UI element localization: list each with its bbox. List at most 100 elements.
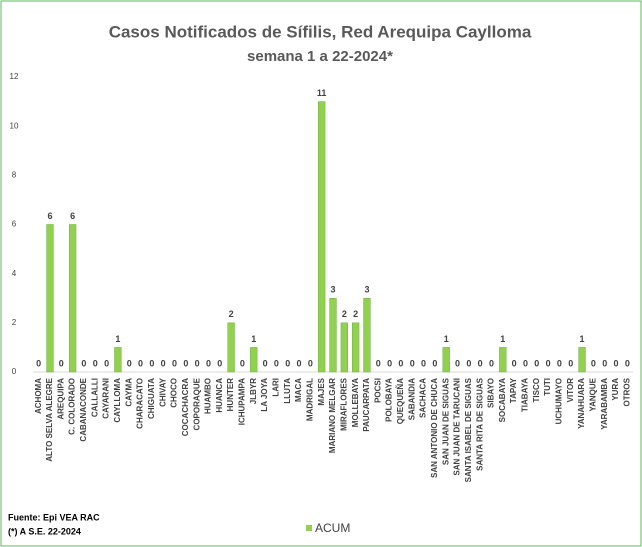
legend-label: ACUM [315, 521, 350, 535]
x-tick-label: SANTA RITA DE SIGUAS [475, 377, 484, 471]
x-tick-label: OTROS [622, 377, 631, 406]
value-label: 1 [444, 334, 449, 344]
bar [318, 101, 326, 373]
bar [499, 347, 507, 373]
value-label: 0 [410, 358, 415, 368]
x-tick-label: CABANACONDE [79, 377, 88, 441]
x-tick-label: CHARACATO [136, 378, 145, 429]
x-tick-label: TAPAY [509, 377, 518, 403]
value-label: 0 [512, 358, 517, 368]
x-tick-label: C. COLORADO [68, 378, 77, 435]
value-label: 0 [195, 358, 200, 368]
x-tick-label: YARABAMBA [600, 378, 609, 430]
value-label: 1 [115, 334, 120, 344]
chart-subtitle: semana 1 a 22-2024* [247, 48, 393, 65]
y-tick-label: 12 [10, 72, 19, 81]
value-label: 0 [285, 358, 290, 368]
x-tick-label: TIABAYA [521, 378, 530, 412]
value-label: 0 [104, 358, 109, 368]
x-tick-label: SAN JUAN DE SIGUAS [441, 377, 450, 465]
x-tick-label: QUEQUEÑA [396, 378, 405, 424]
x-tick-label: SANTA ISABEL DE SIGUAS [464, 377, 473, 482]
bar [363, 298, 371, 373]
value-label: 0 [93, 358, 98, 368]
x-tick-label: JLBYR [249, 378, 258, 404]
value-label: 0 [398, 358, 403, 368]
x-tick-label: SIBAYO [487, 378, 496, 408]
y-tick-label: 6 [12, 220, 17, 229]
bar [340, 322, 348, 373]
value-label: 0 [534, 358, 539, 368]
bar [114, 347, 122, 373]
value-label: 1 [251, 334, 256, 344]
value-label: 0 [602, 358, 607, 368]
value-label: 0 [625, 358, 630, 368]
value-label: 6 [70, 211, 75, 221]
y-tick-label: 8 [12, 170, 17, 179]
value-label: 0 [387, 358, 392, 368]
x-tick-label: AREQUIPA [56, 378, 65, 420]
x-tick-label: MAJES [317, 377, 326, 405]
value-label: 0 [81, 358, 86, 368]
x-tick-label: SAN ANTONIO DE CHUCA [430, 378, 439, 478]
value-label: 0 [432, 358, 437, 368]
bar [46, 224, 54, 373]
bar [578, 347, 586, 373]
value-label: 2 [353, 309, 358, 319]
x-tick-label: LARI [272, 378, 281, 397]
x-tick-label: YANAHUARA [577, 378, 586, 429]
chart-title: Casos Notificados de Sífilis, Red Arequi… [109, 22, 532, 41]
bar [329, 298, 337, 373]
x-tick-label: PAUCARPATA [362, 378, 371, 432]
value-label: 0 [36, 358, 41, 368]
value-label: 0 [274, 358, 279, 368]
y-tick-label: 0 [12, 367, 17, 376]
x-tick-label: CHOCO [170, 378, 179, 408]
x-tick-label: MACA [294, 378, 303, 402]
x-tick-label: SACHACA [419, 378, 428, 418]
value-label: 0 [568, 358, 573, 368]
y-tick-label: 4 [12, 269, 17, 278]
value-label: 0 [217, 358, 222, 368]
value-label: 6 [47, 211, 52, 221]
bar [442, 347, 450, 373]
value-label: 0 [478, 358, 483, 368]
x-tick-label: COCACHACRA [181, 378, 190, 436]
x-tick-label: COPORAQUE [192, 377, 201, 430]
x-tick-label: CAYMA [124, 378, 133, 407]
bar [68, 224, 77, 373]
value-label: 0 [523, 358, 528, 368]
x-tick-label: POCSI [373, 378, 382, 403]
y-tick-label: 2 [12, 318, 17, 327]
x-tick-label: CALLALLI [90, 378, 99, 417]
value-label: 0 [161, 358, 166, 368]
value-label: 0 [614, 358, 619, 368]
x-tick-label: SOCABAYA [498, 378, 507, 423]
x-tick-label: VITOR [566, 378, 575, 403]
value-label: 0 [149, 358, 154, 368]
x-tick-label: CAYLLOMA [113, 378, 122, 423]
x-tick-label: MIRAFLORES [339, 377, 348, 431]
x-tick-label: HUANCA [215, 378, 224, 413]
value-label: 0 [127, 358, 132, 368]
value-label: 1 [580, 334, 585, 344]
value-label: 3 [364, 285, 369, 295]
value-label: 0 [172, 358, 177, 368]
x-tick-label: TUTI [543, 378, 552, 396]
value-label: 1 [500, 334, 505, 344]
x-tick-label: ALTO SELVA ALEGRE [45, 377, 54, 461]
value-label: 0 [138, 358, 143, 368]
value-label: 0 [489, 358, 494, 368]
value-label: 0 [308, 358, 313, 368]
value-label: 0 [591, 358, 596, 368]
value-label: 0 [466, 358, 471, 368]
value-label: 0 [297, 358, 302, 368]
value-label: 3 [330, 285, 335, 295]
x-tick-label: POLOBAYA [385, 378, 394, 422]
note: (*) A S.E. 22-2024 [8, 526, 81, 536]
value-label: 2 [342, 309, 347, 319]
x-tick-label: TISCO [532, 378, 541, 402]
x-tick-label: LA JOYA [260, 378, 269, 412]
x-tick-label: LLUTA [283, 378, 292, 404]
x-tick-label: CHIGUATA [147, 378, 156, 419]
